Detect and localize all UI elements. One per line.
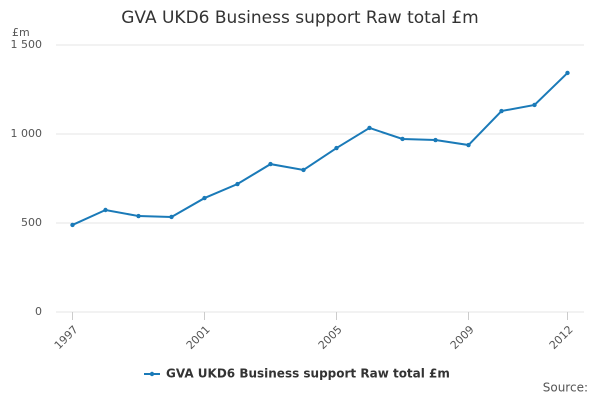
legend-marker [149, 371, 155, 377]
point [433, 137, 438, 143]
point [334, 145, 339, 151]
point [565, 70, 570, 76]
x-tick-label: 2001 [184, 323, 213, 352]
source: Source: [543, 381, 588, 395]
x-tick-label: 2012 [547, 323, 576, 352]
y-tick-label: 500 [21, 216, 42, 229]
point [367, 125, 372, 131]
point [466, 142, 471, 148]
line [72, 72, 569, 226]
legend-label: GVA UKD6 Business support Raw total £m [166, 367, 450, 381]
point [136, 213, 141, 219]
x-tick-label: 2005 [316, 323, 345, 352]
point [532, 102, 537, 108]
point [499, 108, 504, 114]
y-tick-label: 0 [35, 305, 42, 318]
point [103, 207, 108, 213]
point [235, 181, 240, 187]
point [400, 136, 405, 142]
y-tick-label: 1 500 [11, 38, 43, 51]
point [70, 222, 75, 228]
y-tick-label: 1 000 [11, 127, 43, 140]
point [268, 161, 273, 167]
point [202, 195, 207, 201]
point [169, 214, 174, 220]
x-tick-label: 2009 [448, 323, 477, 352]
point [301, 167, 306, 173]
chart-title: GVA UKD6 Business support Raw total £m [121, 8, 479, 28]
y-unit: £m [12, 26, 30, 39]
x-tick-label: 1997 [52, 323, 81, 352]
